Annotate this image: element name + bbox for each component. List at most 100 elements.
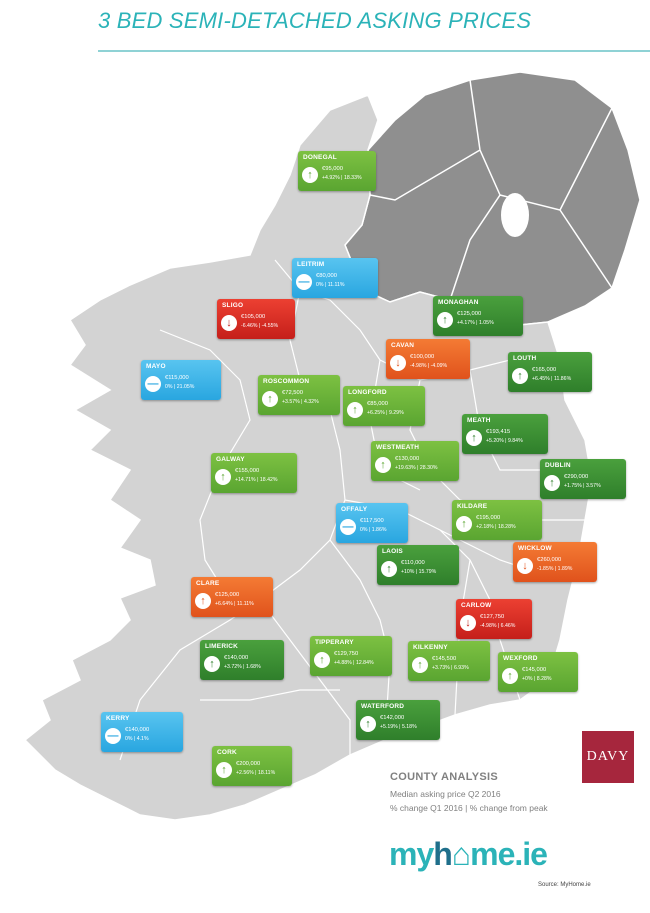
trend-up-icon: ↑ xyxy=(466,430,482,446)
county-name: MAYO xyxy=(146,363,166,370)
county-name: KILKENNY xyxy=(413,644,448,651)
county-badge-mayo: MAYO — €115,000 0% | 21.05% xyxy=(141,360,221,400)
county-badge-kildare: KILDARE ↑ €195,000 +2.18% | 18.28% xyxy=(452,500,542,540)
county-name: LEITRIM xyxy=(297,261,325,268)
county-change: -6.46% | -4.55% xyxy=(241,323,279,329)
county-price: €127,750 xyxy=(480,614,505,620)
county-price: €140,000 xyxy=(125,727,150,733)
legend-line-price: Median asking price Q2 2016 xyxy=(390,789,501,799)
county-badge-tipperary: TIPPERARY ↑ €129,750 +4.88% | 12.84% xyxy=(310,636,392,676)
county-price: €130,000 xyxy=(395,456,420,462)
county-badge-dublin: DUBLIN ↑ €290,000 +1.75% | 3.57% xyxy=(540,459,626,499)
davy-logo: DAVY xyxy=(582,731,634,783)
county-price: €85,000 xyxy=(367,401,388,407)
logo-part-h: h xyxy=(433,836,453,872)
county-price: €110,000 xyxy=(401,560,425,566)
trend-up-icon: ↑ xyxy=(195,593,211,609)
trend-down-icon: ↓ xyxy=(221,315,237,331)
county-price: €117,500 xyxy=(360,518,384,524)
county-badge-westmeath: WESTMEATH ↑ €130,000 +19.63% | 28.30% xyxy=(371,441,459,481)
county-price: €142,000 xyxy=(380,715,405,721)
trend-up-icon: ↑ xyxy=(502,668,518,684)
county-change: +6.25% | 9.29% xyxy=(367,410,404,416)
county-badge-cavan: CAVAN ↓ €100,000 -4.98% | -4.09% xyxy=(386,339,470,379)
county-change: +4.17% | 1.05% xyxy=(457,320,494,326)
county-name: OFFALY xyxy=(341,506,368,513)
county-change: +5.19% | 5.18% xyxy=(380,724,417,730)
county-change: +6.64% | 11.11% xyxy=(215,601,254,607)
county-change: +1.75% | 3.57% xyxy=(564,483,601,489)
county-change: -1.85% | 1.89% xyxy=(537,566,573,572)
trend-down-icon: ↓ xyxy=(460,615,476,631)
logo-part-me: me.ie xyxy=(470,836,548,872)
county-change: +5.20% | 9.84% xyxy=(486,438,523,444)
county-change: -4.98% | -4.09% xyxy=(410,363,448,369)
trend-up-icon: ↑ xyxy=(215,469,231,485)
county-name: WATERFORD xyxy=(361,703,405,710)
county-change: 0% | 11.11% xyxy=(316,282,345,288)
county-change: +3.73% | 6.93% xyxy=(432,665,469,671)
trend-up-icon: ↑ xyxy=(262,391,278,407)
county-name: SLIGO xyxy=(222,302,244,309)
county-badge-roscommon: ROSCOMMON ↑ €72,500 +3.57% | 4.32% xyxy=(258,375,340,415)
county-price: €200,000 xyxy=(236,761,261,767)
trend-up-icon: ↑ xyxy=(302,167,318,183)
county-name: LOUTH xyxy=(513,355,537,362)
trend-flat-icon: — xyxy=(105,728,121,744)
trend-up-icon: ↑ xyxy=(412,657,428,673)
county-badge-meath: MEATH ↑ €193,415 +5.20% | 9.84% xyxy=(462,414,548,454)
county-badge-monaghan: MONAGHAN ↑ €125,000 +4.17% | 1.05% xyxy=(433,296,523,336)
county-badge-laois: LAOIS ↑ €110,000 +10% | 15.79% xyxy=(377,545,459,585)
county-badge-leitrim: LEITRIM — €80,000 0% | 11.11% xyxy=(292,258,378,298)
trend-flat-icon: — xyxy=(296,274,312,290)
county-badge-waterford: WATERFORD ↑ €142,000 +5.19% | 5.18% xyxy=(356,700,440,740)
county-name: CORK xyxy=(217,749,237,756)
trend-up-icon: ↑ xyxy=(347,402,363,418)
county-badge-donegal: DONEGAL ↑ €95,000 +4.92% | 18.33% xyxy=(298,151,376,191)
trend-up-icon: ↑ xyxy=(512,368,528,384)
county-badge-galway: GALWAY ↑ €155,000 +14.71% | 18.42% xyxy=(211,453,297,493)
county-badge-kerry: KERRY — €140,000 0% | 4.1% xyxy=(101,712,183,752)
county-name: DUBLIN xyxy=(545,462,571,469)
source-note: Source: MyHome.ie xyxy=(538,882,591,888)
county-change: -4.98% | 6.46% xyxy=(480,623,516,629)
trend-down-icon: ↓ xyxy=(517,558,533,574)
county-name: CARLOW xyxy=(461,602,492,609)
county-change: +4.92% | 18.33% xyxy=(322,175,362,181)
myhome-logo: myh⌂me.ie xyxy=(389,836,548,873)
trend-up-icon: ↑ xyxy=(456,516,472,532)
county-change: +0% | 8.28% xyxy=(522,676,552,682)
trend-up-icon: ↑ xyxy=(381,561,397,577)
county-change: +14.71% | 18.42% xyxy=(235,477,278,483)
county-price: €155,000 xyxy=(235,468,260,474)
trend-up-icon: ↑ xyxy=(437,312,453,328)
county-name: WESTMEATH xyxy=(376,444,420,451)
county-change: +19.63% | 28.30% xyxy=(395,465,438,471)
page-title: 3 BED SEMI-DETACHED ASKING PRICES xyxy=(98,8,532,33)
legend-line-change: % change Q1 2016 | % change from peak xyxy=(390,803,548,813)
trend-down-icon: ↓ xyxy=(390,355,406,371)
county-change: +2.18% | 18.28% xyxy=(476,524,516,530)
county-price: €72,500 xyxy=(282,390,303,396)
trend-flat-icon: — xyxy=(340,519,356,535)
title-divider xyxy=(98,50,650,52)
county-price: €125,000 xyxy=(457,311,482,317)
county-change: +6.45% | 11.86% xyxy=(532,376,572,382)
county-badge-louth: LOUTH ↑ €165,000 +6.45% | 11.86% xyxy=(508,352,592,392)
county-name: LIMERICK xyxy=(205,643,239,650)
county-name: DONEGAL xyxy=(303,154,337,161)
trend-up-icon: ↑ xyxy=(204,656,220,672)
county-name: TIPPERARY xyxy=(315,639,354,646)
county-price: €290,000 xyxy=(564,474,589,480)
county-price: €145,500 xyxy=(432,656,457,662)
county-price: €165,000 xyxy=(532,367,557,373)
county-name: LAOIS xyxy=(382,548,403,555)
county-badge-wexford: WEXFORD ↑ €145,000 +0% | 8.28% xyxy=(498,652,578,692)
county-name: MEATH xyxy=(467,417,491,424)
county-price: €129,750 xyxy=(334,651,359,657)
trend-up-icon: ↑ xyxy=(544,475,560,491)
county-price: €195,000 xyxy=(476,515,501,521)
county-badge-carlow: CARLOW ↓ €127,750 -4.98% | 6.46% xyxy=(456,599,532,639)
trend-up-icon: ↑ xyxy=(375,457,391,473)
